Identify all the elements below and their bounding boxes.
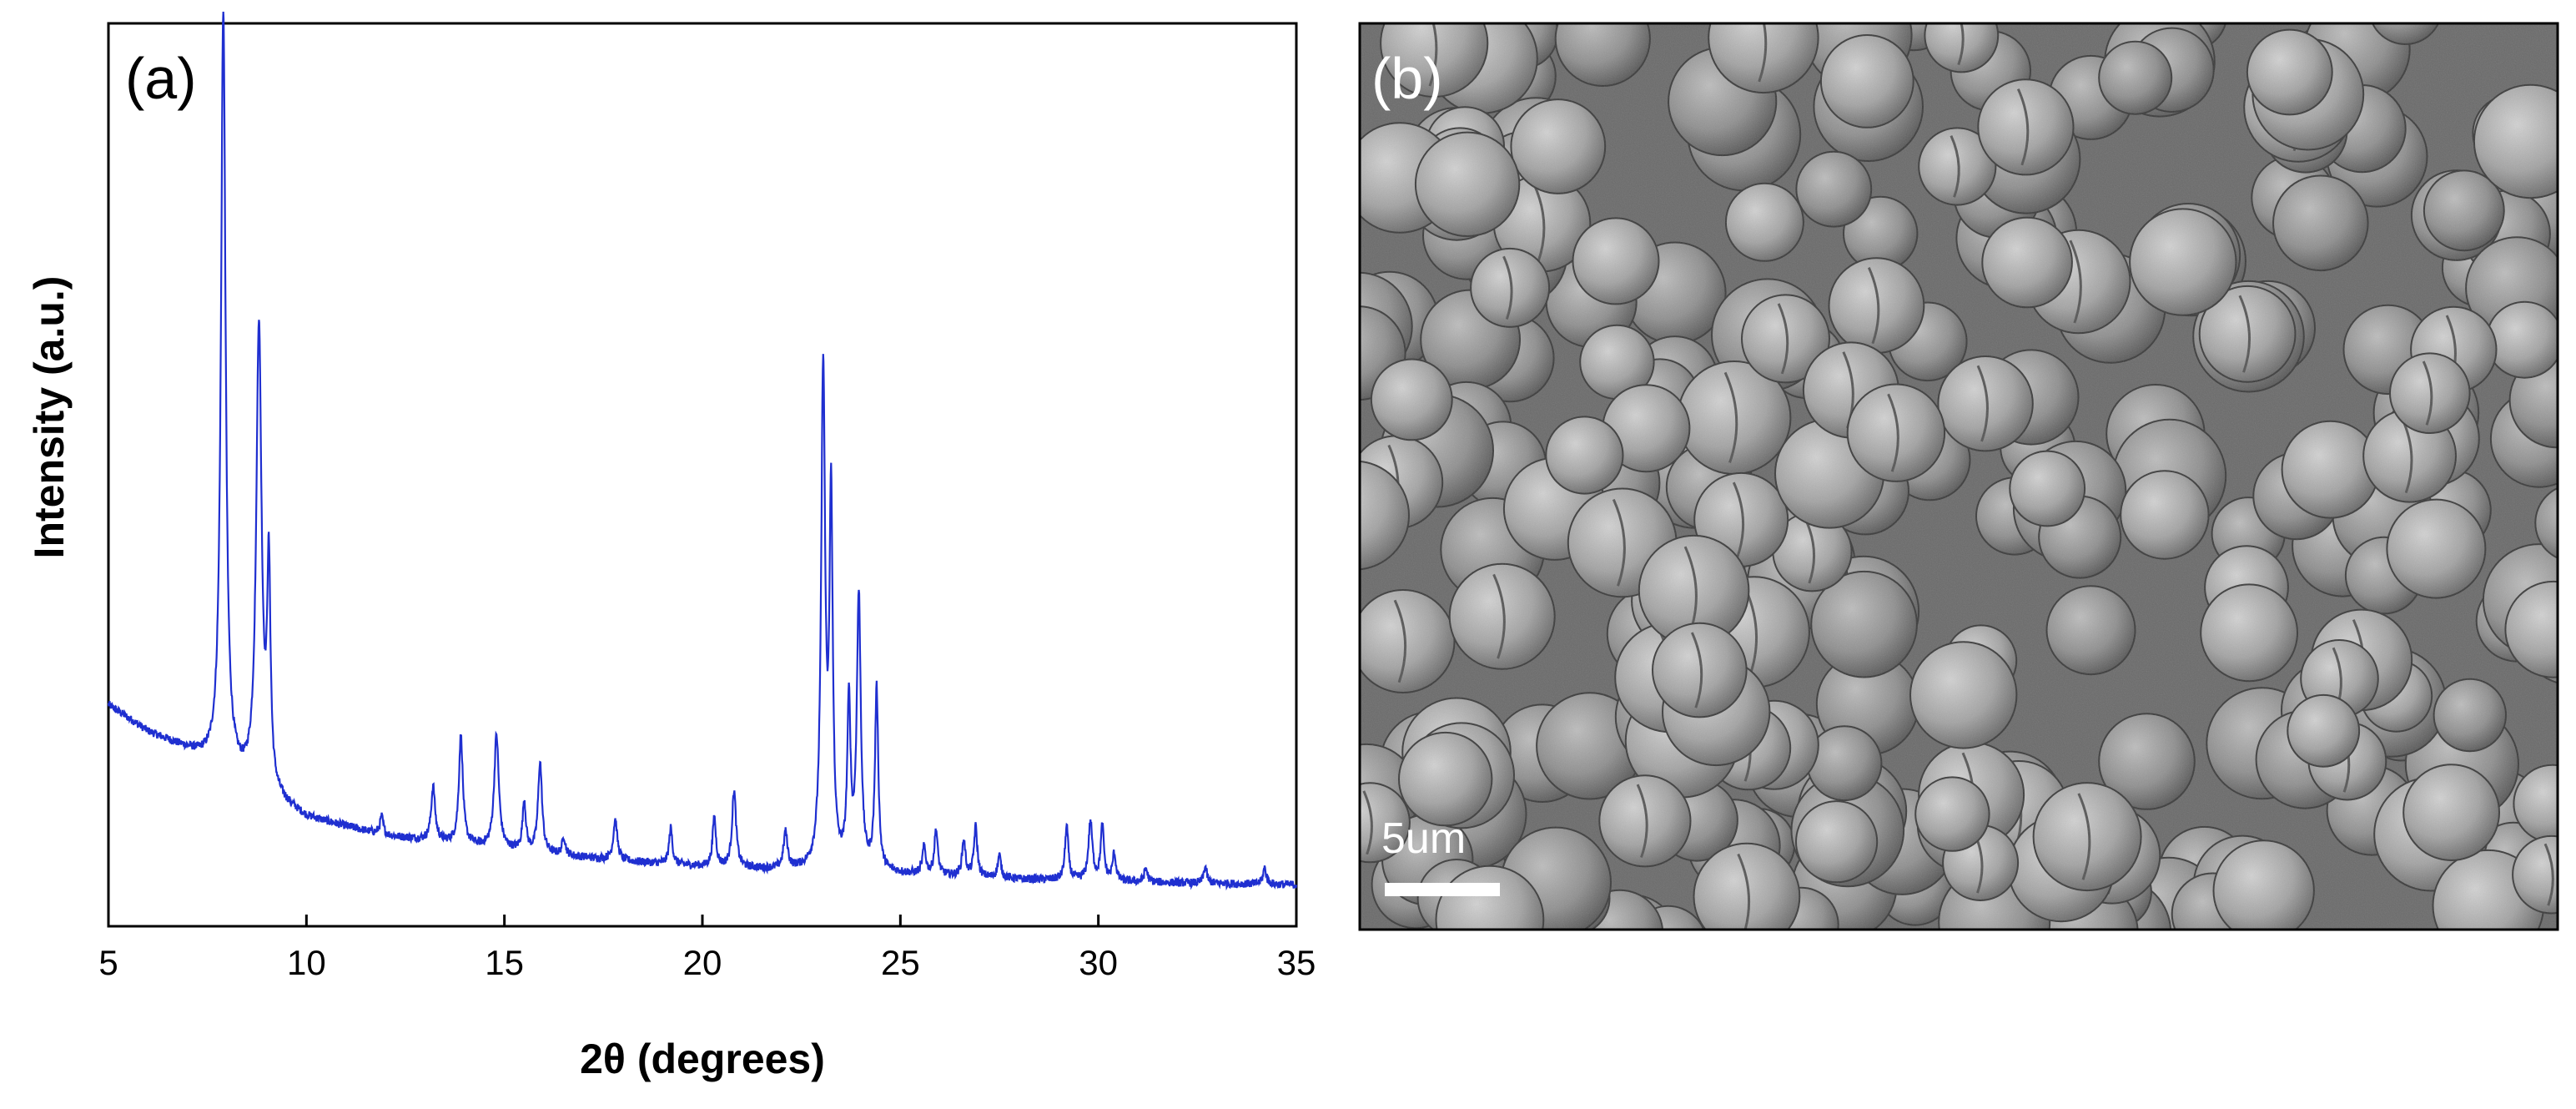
microsphere-groove (2563, 591, 2574, 674)
panel-a-label: (a) (125, 46, 197, 111)
scale-bar (1385, 883, 1500, 896)
plot-frame (107, 22, 1298, 928)
sem-image-frame (1358, 22, 2559, 931)
y-axis-title: Intensity (a.u.) (26, 276, 73, 559)
sem-texture-overlay (1360, 23, 2558, 930)
scale-bar-label: 5um (1381, 814, 1466, 863)
xrd-pattern-line (107, 11, 1298, 891)
x-tick-label: 35 (1277, 943, 1316, 982)
panel-b-label: (b) (1371, 46, 1443, 111)
x-tick-label: 20 (683, 943, 722, 982)
x-tick-label: 30 (1079, 943, 1118, 982)
x-axis-ticks: 5 10 15 20 25 30 35 (98, 915, 1316, 982)
xrd-chart: 5 10 15 20 25 30 35 (a) 2θ (degrees) Intensity… (26, 11, 1316, 1082)
x-tick-label: 25 (881, 943, 920, 982)
x-axis-title: 2θ (degrees) (580, 1036, 825, 1082)
sem-image-panel: (b) 5um (1358, 22, 2574, 931)
x-tick-label: 5 (98, 943, 118, 982)
x-tick-label: 10 (287, 943, 326, 982)
x-tick-label: 15 (485, 943, 524, 982)
